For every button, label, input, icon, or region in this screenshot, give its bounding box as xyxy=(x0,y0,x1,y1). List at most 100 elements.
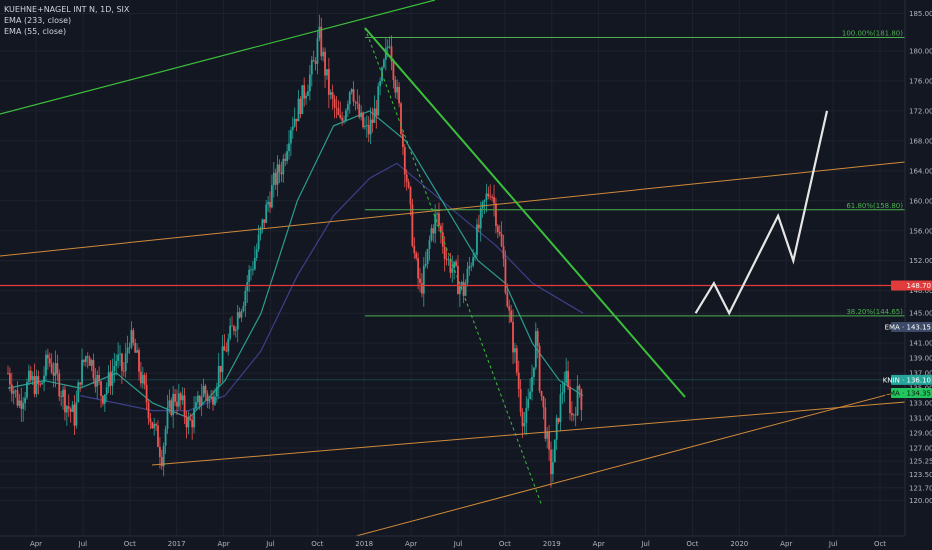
candle-body xyxy=(278,164,281,173)
candle-body xyxy=(500,233,503,247)
y-tick-label: 152.00 xyxy=(909,257,932,265)
x-tick-label: Oct xyxy=(499,540,511,548)
candle-body xyxy=(514,348,516,353)
candle-body xyxy=(449,259,452,273)
candle-body xyxy=(458,286,461,295)
candle-body xyxy=(84,356,87,363)
candle-body xyxy=(384,48,387,60)
ema-233-path xyxy=(80,162,584,412)
candle-body xyxy=(160,456,163,467)
candle-body xyxy=(39,384,42,385)
candle-body xyxy=(122,370,125,372)
candle-body xyxy=(191,419,194,428)
candle-body xyxy=(103,394,106,404)
candle-body xyxy=(553,439,556,463)
x-tick-label: 2018 xyxy=(355,540,373,548)
x-tick-label: 2019 xyxy=(543,540,561,548)
y-tick-label: 123.50 xyxy=(909,471,932,479)
candle-body xyxy=(56,363,59,374)
ema-55-legend[interactable]: EMA (55, close) xyxy=(4,27,67,36)
y-tick-label: 180.00 xyxy=(909,47,932,55)
candle-body xyxy=(141,374,144,384)
candle-body xyxy=(339,114,342,118)
x-tick-label: Oct xyxy=(311,540,323,548)
candle-body xyxy=(343,120,345,122)
y-tick-label: 172.00 xyxy=(909,107,932,115)
x-tick-label: Jul xyxy=(828,540,838,548)
candle-body xyxy=(221,346,224,373)
candle-body xyxy=(327,69,330,95)
x-tick-label: Oct xyxy=(686,540,698,548)
ema-233-legend[interactable]: EMA (233, close) xyxy=(4,16,72,25)
candle-body xyxy=(474,254,476,258)
candle-body xyxy=(86,356,89,358)
candle-body xyxy=(289,130,292,144)
candle-body xyxy=(27,370,30,383)
symbol-title[interactable]: KUEHNE+NAGEL INT N, 1D, SIX xyxy=(4,5,130,14)
candle-body xyxy=(312,60,315,62)
candle-body xyxy=(419,278,421,283)
candle-body xyxy=(350,89,353,93)
time-axis[interactable]: Apr Jul Oct 2017 Apr Jul Oct 2018 Apr Jul Oct 2019 A… xyxy=(0,535,932,550)
candle-body xyxy=(293,118,296,127)
candle-body xyxy=(529,391,532,400)
price-axis[interactable]: 120.00 121.70 123.50 125.25 127.00 129.00 131.… xyxy=(904,0,932,550)
candle-body xyxy=(383,59,385,68)
candle-body xyxy=(570,413,573,416)
candle-body xyxy=(183,395,186,417)
candle-body xyxy=(561,392,564,395)
candle-body xyxy=(46,354,49,359)
candle-body xyxy=(88,357,91,366)
y-tick-label: 121.70 xyxy=(909,484,932,492)
x-tick-label: Apr xyxy=(593,540,605,548)
candle-body xyxy=(472,257,475,266)
candle-body xyxy=(559,394,562,422)
price-axis-background xyxy=(905,0,932,550)
candle-body xyxy=(400,103,402,134)
candle-body xyxy=(253,257,256,270)
candle-body xyxy=(572,414,575,416)
candle-body xyxy=(252,269,254,271)
candle-body xyxy=(257,234,260,250)
candle-body xyxy=(58,373,61,397)
candle-body xyxy=(75,402,78,426)
candle-body xyxy=(288,143,290,152)
candle-body xyxy=(132,330,135,343)
candle-body xyxy=(424,263,427,266)
candle-body xyxy=(119,353,121,355)
green-downtrend-line xyxy=(364,27,686,398)
candle-body xyxy=(202,385,205,397)
candle-body xyxy=(7,373,9,374)
candle-body xyxy=(52,372,55,376)
candle-body xyxy=(284,158,287,161)
candle-body xyxy=(578,385,581,390)
candle-body xyxy=(291,126,294,131)
candle-body xyxy=(481,202,484,209)
orange-trendline-lower xyxy=(151,401,906,466)
price-tags: 148.70 EMA · 143.15 KNIN · 136.10 EMA · 134… xyxy=(883,280,932,398)
y-tick-label: 168.00 xyxy=(909,137,932,145)
candle-body xyxy=(331,92,334,99)
candle-body xyxy=(462,281,465,296)
candle-body xyxy=(447,259,450,261)
candle-body xyxy=(422,265,425,294)
candle-body xyxy=(217,365,220,387)
candle-body xyxy=(22,403,25,409)
candle-body xyxy=(436,213,438,215)
candle-body xyxy=(515,348,518,373)
candle-body xyxy=(124,353,127,372)
price-tag: 148.70 xyxy=(891,280,932,291)
candle-body xyxy=(574,414,577,416)
candle-body xyxy=(149,418,152,423)
candle-body xyxy=(269,202,271,208)
candle-body xyxy=(409,187,412,205)
candle-body xyxy=(322,51,325,57)
candle-body xyxy=(555,417,558,440)
candle-body xyxy=(60,396,63,398)
projection-path xyxy=(694,110,829,316)
fib-dashed-leg xyxy=(364,27,543,507)
candle-body xyxy=(318,26,321,39)
candle-body xyxy=(364,126,366,128)
